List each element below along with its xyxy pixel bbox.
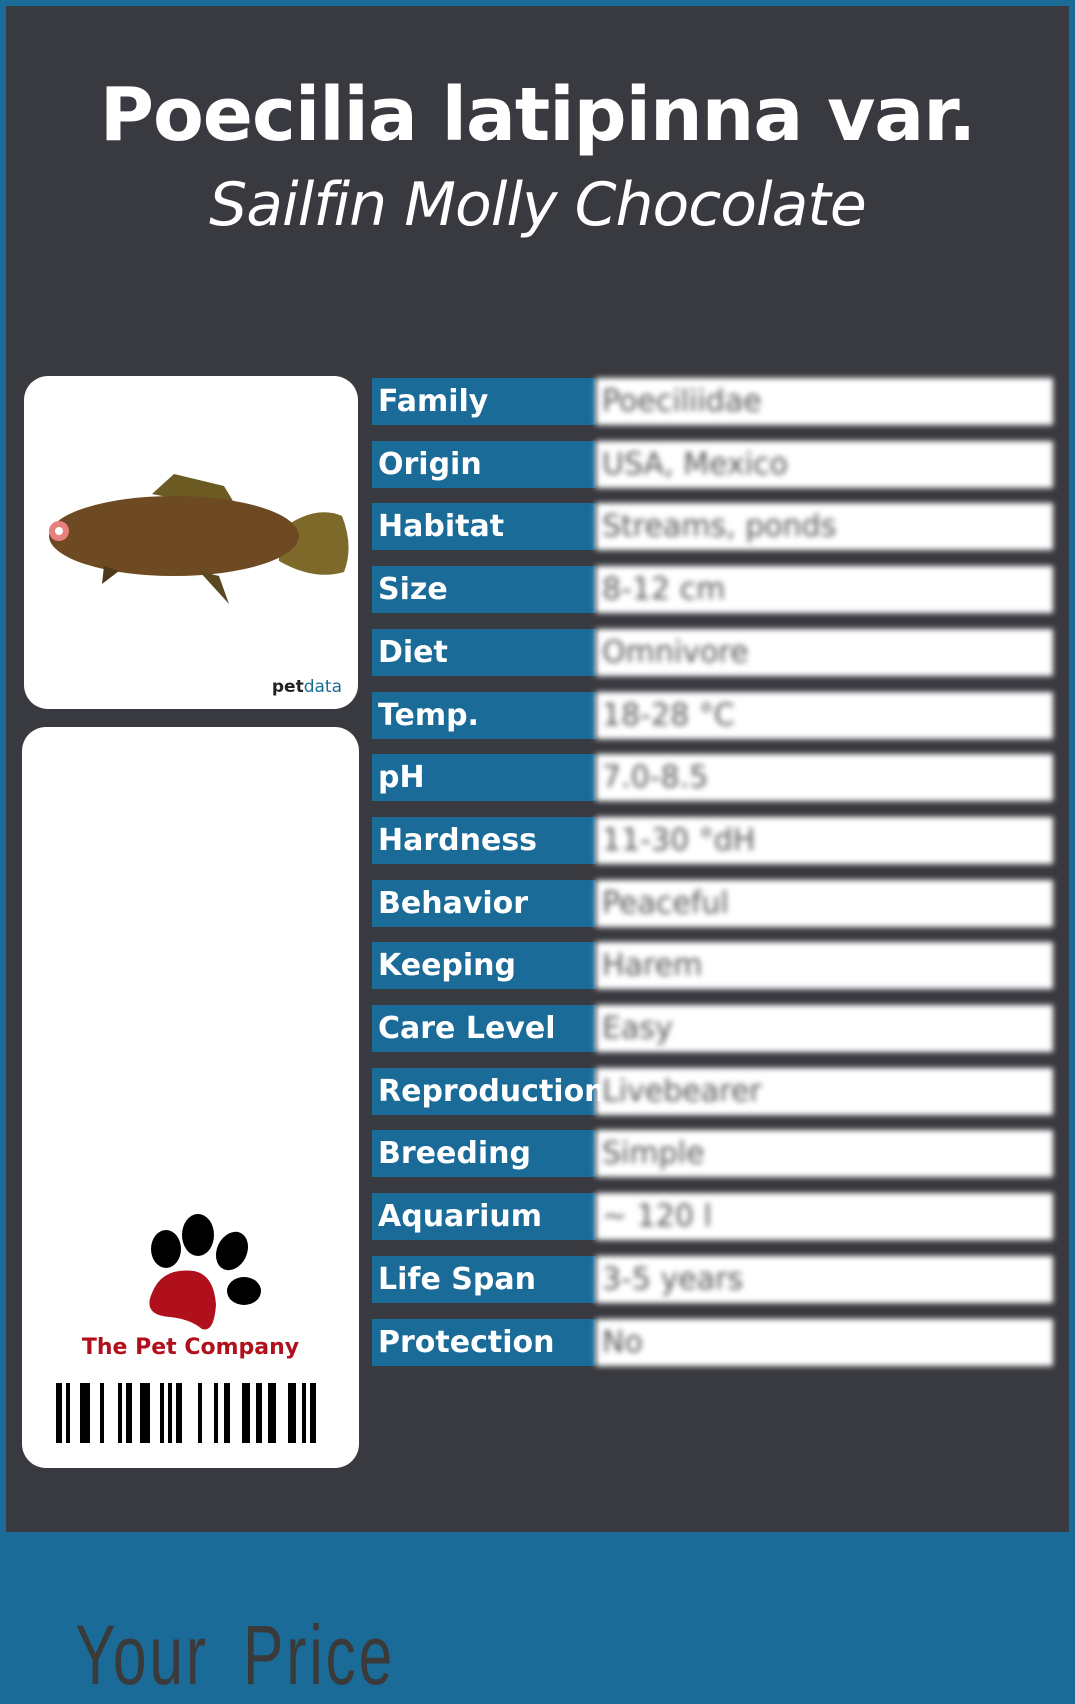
- species-title: Poecilia latipinna var.: [99, 72, 977, 158]
- barcode-bar: [56, 1383, 62, 1443]
- photo-card: petdata: [24, 376, 358, 709]
- barcode-bar: [288, 1383, 296, 1443]
- info-row: pH 7.0-8.5: [372, 754, 1053, 802]
- company-name: The Pet Company: [81, 1335, 300, 1360]
- row-label: Keeping: [372, 942, 596, 990]
- row-value: 8-12 cm: [596, 566, 1053, 614]
- row-label: Protection: [372, 1318, 596, 1366]
- price-label: Your Price: [75, 1608, 396, 1702]
- row-label: Size: [372, 566, 596, 614]
- info-row: Keeping Harem: [372, 942, 1053, 990]
- row-value: ~ 120 l: [596, 1193, 1053, 1241]
- common-name: Sailfin Molly Chocolate: [209, 170, 867, 240]
- row-label: Behavior: [372, 879, 596, 927]
- row-label: pH: [372, 754, 596, 802]
- row-label: Habitat: [372, 503, 596, 551]
- row-label: Breeding: [372, 1130, 596, 1178]
- row-value: Poeciliidae: [596, 378, 1053, 425]
- row-value: 7.0-8.5: [596, 754, 1053, 802]
- row-label: Origin: [372, 440, 596, 488]
- barcode-bar: [80, 1383, 90, 1443]
- barcode-bar: [302, 1383, 306, 1443]
- row-label: Diet: [372, 628, 596, 676]
- info-row: Aquarium ~ 120 l: [372, 1193, 1053, 1241]
- info-row: Reproduction Livebearer: [372, 1067, 1053, 1115]
- petdata-logo: petdata: [271, 677, 342, 697]
- row-value: Omnivore: [596, 628, 1053, 676]
- info-row: Temp. 18-28 °C: [372, 691, 1053, 739]
- info-row: Life Span 3-5 years: [372, 1255, 1053, 1303]
- fish-image: [49, 474, 349, 604]
- info-row: Protection No: [372, 1318, 1053, 1366]
- row-label: Reproduction: [372, 1067, 606, 1115]
- barcode-bar: [198, 1383, 202, 1443]
- barcode-bar: [168, 1383, 172, 1443]
- price-card: Your Price The Pet Company: [22, 727, 392, 1702]
- row-label: Family: [372, 378, 596, 425]
- info-row: Size 8-12 cm: [372, 566, 1053, 614]
- info-row: Diet Omnivore: [372, 628, 1053, 676]
- info-row: Family Poeciliidae: [372, 378, 1053, 425]
- row-label: Temp.: [372, 691, 596, 739]
- barcode-bar: [126, 1383, 132, 1443]
- row-label: Aquarium: [372, 1193, 596, 1241]
- row-value: Livebearer: [596, 1067, 1053, 1115]
- barcode-bar: [66, 1383, 70, 1443]
- row-value: Simple: [596, 1130, 1053, 1178]
- row-value: 11-30 °dH: [596, 816, 1053, 864]
- barcode-bar: [268, 1383, 276, 1443]
- row-label: Care Level: [372, 1005, 596, 1052]
- row-value: Peaceful: [596, 879, 1053, 927]
- info-row: Care Level Easy: [372, 1005, 1053, 1052]
- info-row: Breeding Simple: [372, 1130, 1053, 1178]
- info-row: Origin USA, Mexico: [372, 440, 1053, 488]
- row-value: No: [596, 1318, 1053, 1366]
- row-label: Life Span: [372, 1255, 596, 1303]
- barcode: [56, 1383, 316, 1443]
- row-value: Easy: [596, 1005, 1053, 1052]
- barcode-bar: [242, 1383, 250, 1443]
- barcode-bar: [176, 1383, 182, 1443]
- info-row: Hardness 11-30 °dH: [372, 816, 1053, 864]
- info-row: Habitat Streams, ponds: [372, 503, 1053, 551]
- row-value: Streams, ponds: [596, 503, 1053, 551]
- barcode-bar: [140, 1383, 150, 1443]
- paw-logo-icon: [149, 1214, 261, 1330]
- row-value: 18-28 °C: [596, 691, 1053, 739]
- barcode-bar: [310, 1383, 316, 1443]
- row-value: 3-5 years: [596, 1255, 1053, 1303]
- barcode-bar: [118, 1383, 122, 1443]
- row-value: Harem: [596, 942, 1053, 990]
- barcode-bar: [160, 1383, 164, 1443]
- barcode-bar: [214, 1383, 218, 1443]
- row-value: USA, Mexico: [596, 440, 1053, 488]
- barcode-bar: [100, 1383, 104, 1443]
- barcode-bar: [256, 1383, 262, 1443]
- barcode-bar: [224, 1383, 230, 1443]
- info-row: Behavior Peaceful: [372, 879, 1053, 927]
- row-label: Hardness: [372, 816, 596, 864]
